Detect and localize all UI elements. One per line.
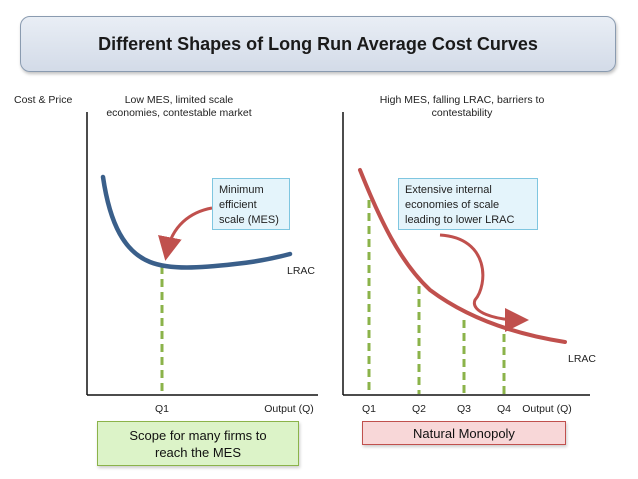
mes-arrow [158,206,213,261]
economies-arrow [439,233,529,332]
right-lrac-label: LRAC [568,353,597,365]
right-q1-tick-label: Q1 [361,403,376,415]
title-banner: Different Shapes of Long Run Average Cos… [20,16,616,72]
economies-callout: Extensive internal economies of scale le… [398,178,538,230]
right-q2-tick-label: Q2 [411,403,426,415]
right-chart-heading: High MES, falling LRAC, barriers to cont… [379,94,545,119]
left-note-box: Scope for many firms to reach the MES [97,421,299,466]
left-chart-heading: Low MES, limited scale economies, contes… [106,94,252,119]
left-lrac-label: LRAC [287,265,316,277]
mes-callout: Minimum efficient scale (MES) [212,178,290,230]
page-title: Different Shapes of Long Run Average Cos… [98,33,538,54]
right-lrac-curve [358,168,567,344]
left-q1-tick-label: Q1 [154,403,169,415]
right-x-axis-label: Output (Q) [522,403,572,415]
right-note-box: Natural Monopoly [362,421,566,445]
y-axis-label: Cost & Price [14,94,73,106]
left-lrac-curve [100,174,293,270]
right-q3-tick-label: Q3 [456,403,471,415]
right-q4-tick-label: Q4 [496,403,511,415]
left-x-axis-label: Output (Q) [264,403,314,415]
